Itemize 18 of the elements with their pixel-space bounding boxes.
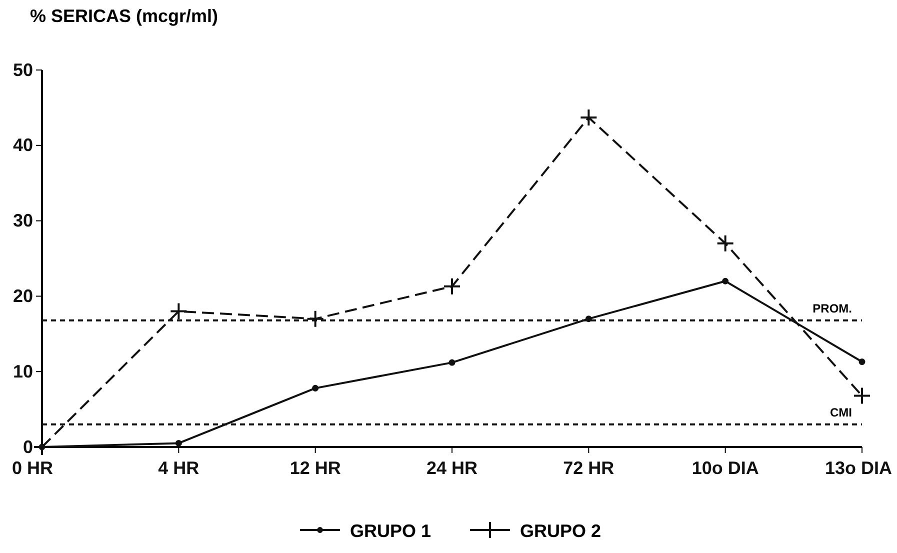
- x-tick-label: 0 HR: [12, 458, 54, 478]
- y-tick-label: 0: [22, 436, 33, 457]
- y-tick-label: 10: [12, 361, 33, 382]
- x-tick-label: 72 HR: [563, 458, 614, 478]
- legend-label: GRUPO 1: [350, 521, 432, 541]
- ref-line-label: PROM.: [812, 301, 852, 316]
- y-tick-label: 30: [12, 210, 33, 231]
- y-tick-label: 50: [12, 60, 33, 80]
- x-tick-label: 10o DIA: [692, 458, 759, 478]
- x-tick-label: 13o DIA: [824, 458, 892, 478]
- y-tick-label: 40: [12, 135, 33, 156]
- y-axis-title: % SERICAS (mcgr/ml): [30, 6, 218, 26]
- ref-line-label: CMI: [830, 405, 852, 420]
- legend-label: GRUPO 2: [520, 521, 602, 541]
- x-tick-label: 12 HR: [290, 458, 341, 478]
- y-tick-label: 20: [12, 286, 33, 306]
- x-tick-label: 4 HR: [158, 458, 200, 478]
- x-tick-label: 24 HR: [426, 458, 478, 478]
